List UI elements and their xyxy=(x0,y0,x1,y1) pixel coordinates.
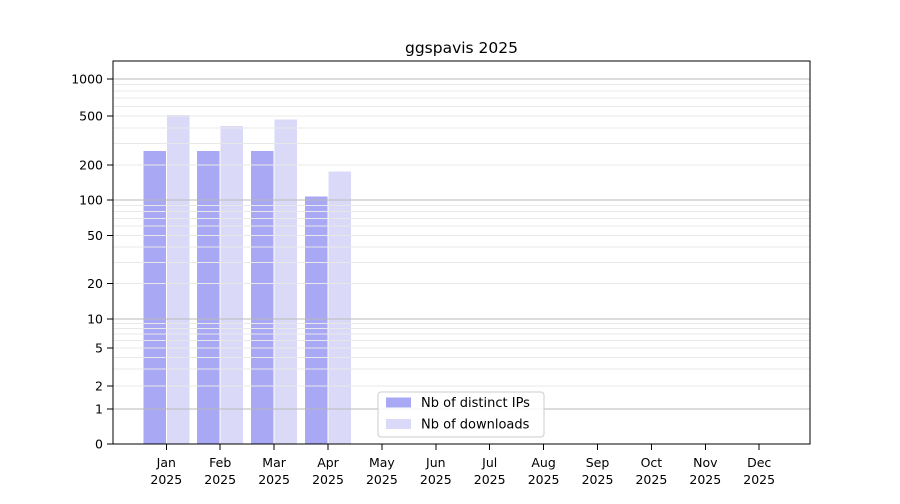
legend-swatch-downloads xyxy=(386,419,411,429)
y-tick-label: 200 xyxy=(79,157,103,172)
x-tick-label-month: Jun xyxy=(425,455,446,470)
x-tick-label-month: Aug xyxy=(531,455,555,470)
y-tick-label: 20 xyxy=(87,276,103,291)
x-tick-label-year: 2025 xyxy=(150,472,182,487)
x-tick-label-month: May xyxy=(369,455,395,470)
x-tick-label-year: 2025 xyxy=(474,472,506,487)
y-tick-label: 1000 xyxy=(71,71,103,86)
legend-label-distinct-ips: Nb of distinct IPs xyxy=(421,396,530,411)
x-tick-label-month: Nov xyxy=(693,455,718,470)
legend-box xyxy=(377,391,545,438)
plot-border xyxy=(112,60,811,445)
x-tick-label-year: 2025 xyxy=(743,472,775,487)
x-tick-label-year: 2025 xyxy=(635,472,667,487)
x-tick-label-month: Dec xyxy=(747,455,771,470)
y-tick-label: 100 xyxy=(79,192,103,207)
x-tick-label-month: Jul xyxy=(481,455,497,470)
y-tick-label: 10 xyxy=(87,311,103,326)
bar-jan-distinct-ips xyxy=(143,151,166,444)
legend: Nb of distinct IPs Nb of downloads xyxy=(377,391,545,438)
y-tick-label: 5 xyxy=(95,340,103,355)
y-tick-label: 2 xyxy=(95,378,103,393)
x-tick-label-year: 2025 xyxy=(689,472,721,487)
bar-mar-downloads xyxy=(274,119,298,445)
x-tick-label-month: Sep xyxy=(586,455,610,470)
bars-layer xyxy=(143,114,351,445)
x-tick-label-month: Oct xyxy=(641,455,663,470)
x-tick-label-month: Feb xyxy=(209,455,231,470)
bar-feb-distinct-ips xyxy=(197,151,220,444)
x-tick-label-month: Apr xyxy=(317,455,339,470)
x-tick-label-month: Jan xyxy=(156,455,176,470)
legend-swatch-distinct-ips xyxy=(386,397,411,408)
chart-title: ggspavis 2025 xyxy=(405,39,518,57)
x-tick-label-year: 2025 xyxy=(528,472,560,487)
x-tick-label-year: 2025 xyxy=(582,472,614,487)
bar-mar-distinct-ips xyxy=(251,151,274,444)
x-tick-label-year: 2025 xyxy=(420,472,452,487)
bar-feb-downloads xyxy=(220,126,244,444)
y-tick-label: 500 xyxy=(79,108,103,123)
x-tick-label-year: 2025 xyxy=(204,472,236,487)
x-tick-label-year: 2025 xyxy=(258,472,290,487)
bar-apr-distinct-ips xyxy=(305,196,328,444)
x-tick-label-year: 2025 xyxy=(312,472,344,487)
bar-apr-downloads xyxy=(328,171,351,444)
y-tick-label: 0 xyxy=(95,436,103,451)
y-tick-label: 50 xyxy=(87,228,103,243)
bar-jan-downloads xyxy=(166,114,190,445)
legend-label-downloads: Nb of downloads xyxy=(421,418,530,433)
x-tick-label-month: Mar xyxy=(262,455,286,470)
y-tick-label: 1 xyxy=(95,401,103,416)
tick-labels-layer: 0 1 2 5 10 20 50 100 200 500 1000 Jan 2025 Feb 2025 Mar… xyxy=(71,71,775,487)
axes-layer xyxy=(112,60,811,445)
x-tick-label-year: 2025 xyxy=(366,472,398,487)
